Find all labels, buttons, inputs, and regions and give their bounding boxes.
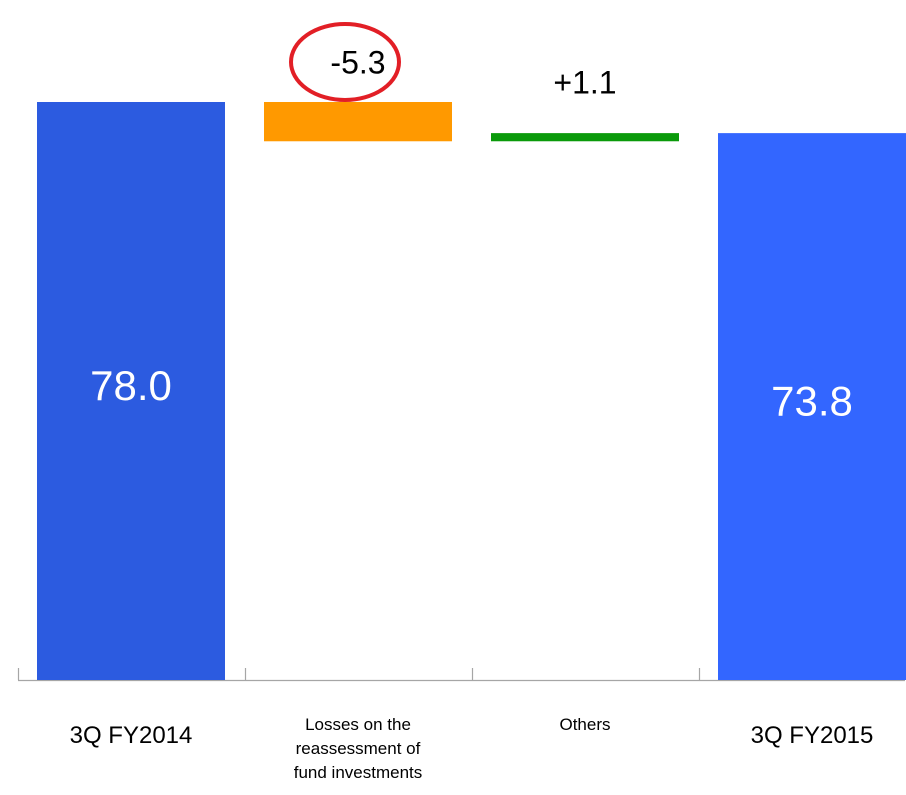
- data-label-3: 73.8: [771, 378, 853, 425]
- category-label-line: fund investments: [293, 763, 423, 782]
- data-label-0: 78.0: [90, 362, 172, 409]
- category-label-line: 3Q FY2015: [750, 722, 874, 749]
- category-label-line: Others: [559, 715, 611, 734]
- category-label-1: Losses on the reassessment of fund investm…: [248, 713, 468, 785]
- category-label-line: 3Q FY2014: [69, 722, 193, 749]
- bar-2: [491, 133, 679, 142]
- bar-1: [264, 102, 452, 142]
- bar-3: [718, 133, 906, 681]
- data-label-2: +1.1: [553, 64, 616, 100]
- data-label-1: -5.3: [330, 44, 385, 80]
- category-label-2: Others: [475, 713, 695, 737]
- category-label-line: reassessment of: [295, 739, 421, 758]
- highlight-circle: [289, 22, 401, 102]
- category-label-0: 3Q FY2014: [21, 722, 241, 750]
- category-label-3: 3Q FY2015: [702, 722, 906, 750]
- bar-0: [37, 102, 225, 680]
- category-label-line: Losses on the: [305, 715, 411, 734]
